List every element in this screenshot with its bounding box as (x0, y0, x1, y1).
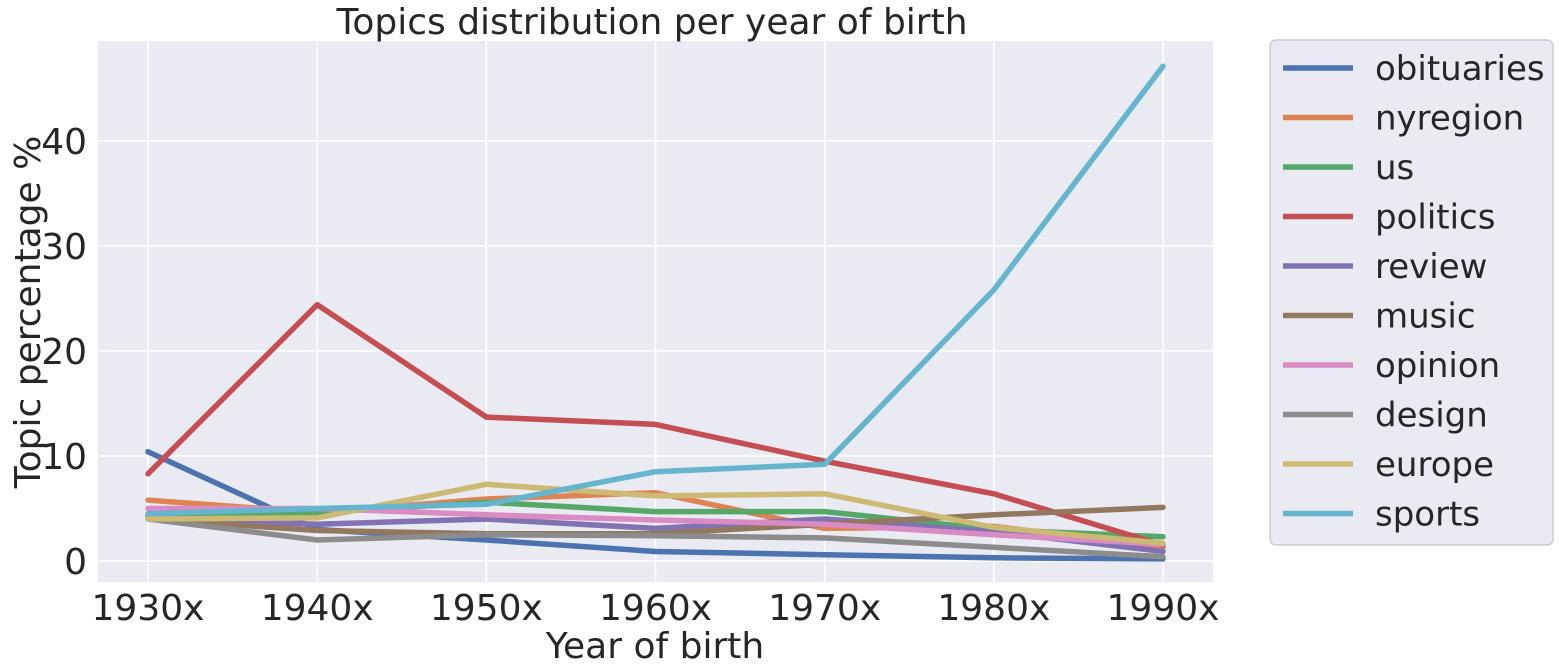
legend-label-obituaries: obituaries (1375, 49, 1545, 89)
x-tick-label: 1970x (768, 588, 881, 629)
y-tick-label: 10 (41, 437, 87, 478)
x-tick-label: 1990x (1107, 588, 1220, 629)
y-tick-label: 30 (41, 227, 87, 268)
y-tick-labels: 0 10 20 30 40 (41, 122, 87, 583)
x-axis-label: Year of birth (545, 626, 764, 667)
legend-label-sports: sports (1375, 495, 1480, 535)
legend-label-opinion: opinion (1375, 346, 1500, 386)
y-tick-label: 20 (41, 332, 87, 373)
series-lines (145, 63, 1166, 562)
series-line-europe (145, 481, 1166, 546)
x-tick-label: 1940x (261, 588, 374, 629)
series-line-design (145, 516, 1166, 560)
legend-label-nyregion: nyregion (1375, 99, 1524, 139)
x-tick-label: 1950x (430, 588, 543, 629)
series-line-review (145, 516, 1166, 555)
legend-label-politics: politics (1375, 198, 1495, 238)
legend-label-music: music (1375, 297, 1476, 337)
legend-label-europe: europe (1375, 445, 1494, 485)
x-tick-labels: 1930x 1940x 1950x 1960x 1970x 1980x 1990x (92, 588, 1220, 629)
series-line-politics (145, 301, 1166, 548)
chart-title: Topics distribution per year of birth (335, 2, 967, 43)
x-tick-label: 1930x (92, 588, 205, 629)
legend-label-us: us (1375, 148, 1414, 188)
legend-label-design: design (1375, 396, 1488, 436)
y-tick-label: 40 (41, 122, 87, 163)
legend: obituaries nyregion us politics review music o… (1269, 39, 1554, 546)
y-axis-label: Topic percentage % (8, 136, 49, 490)
x-tick-label: 1980x (937, 588, 1050, 629)
series-line-sports (145, 63, 1166, 517)
x-tick-label: 1960x (599, 588, 712, 629)
y-tick-label: 0 (64, 542, 87, 583)
legend-label-review: review (1375, 247, 1487, 287)
